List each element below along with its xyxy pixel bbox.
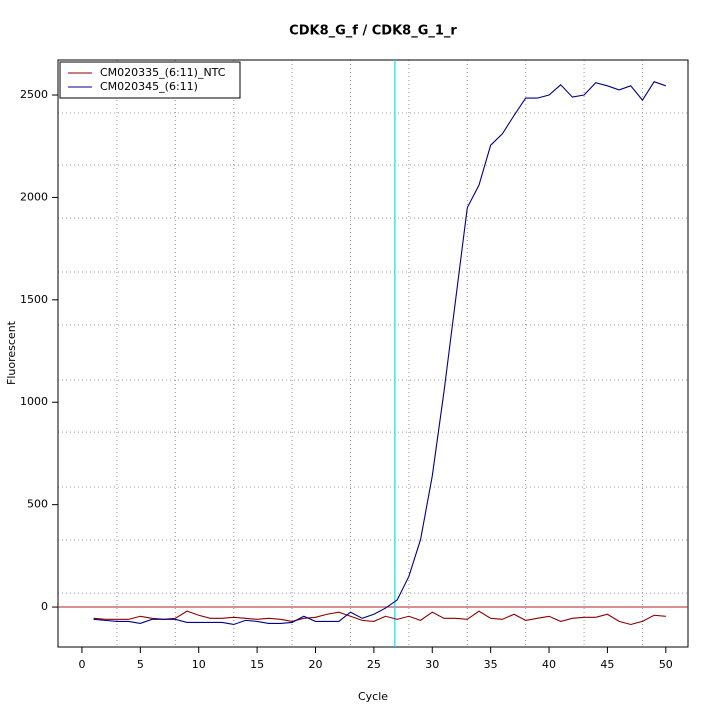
- y-tick-label: 1500: [20, 293, 48, 306]
- x-tick-label: 40: [542, 658, 556, 671]
- x-axis-label: Cycle: [358, 690, 388, 703]
- x-tick-label: 50: [659, 658, 673, 671]
- x-tick-label: 25: [367, 658, 381, 671]
- x-tick-label: 0: [78, 658, 85, 671]
- x-tick-label: 30: [425, 658, 439, 671]
- chart-title: CDK8_G_f / CDK8_G_1_r: [289, 24, 457, 39]
- y-tick-label: 0: [41, 600, 48, 613]
- x-tick-label: 20: [308, 658, 322, 671]
- plot-frame: [57, 59, 689, 648]
- series-line: [93, 610, 666, 626]
- y-tick-label: 2500: [20, 88, 48, 101]
- y-tick-label: 2000: [20, 190, 48, 203]
- y-axis-label: Fluorescent: [5, 320, 18, 385]
- legend-label: CM020335_(6:11)_NTC: [100, 66, 226, 79]
- series-line: [93, 81, 666, 626]
- y-tick-label: 1000: [20, 395, 48, 408]
- x-tick-label: 45: [600, 658, 614, 671]
- x-tick-label: 35: [484, 658, 498, 671]
- x-tick-label: 5: [137, 658, 144, 671]
- x-tick-label: 10: [192, 658, 206, 671]
- legend-label: CM020345_(6:11): [100, 80, 198, 93]
- x-tick-label: 15: [250, 658, 264, 671]
- y-tick-label: 500: [27, 498, 48, 511]
- legend-box: [59, 61, 241, 99]
